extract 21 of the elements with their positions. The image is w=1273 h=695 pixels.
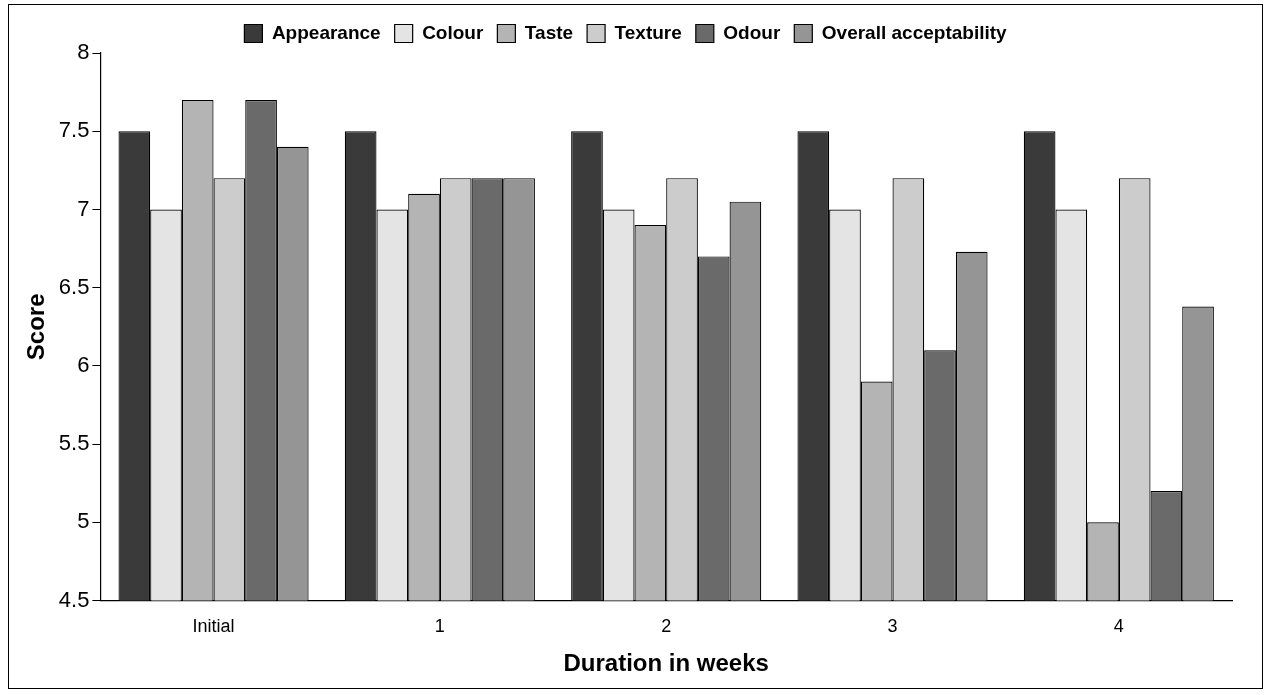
y-tick-label: 6.5	[58, 273, 90, 299]
x-tick-label: 3	[887, 616, 898, 637]
y-tick-label: 5	[77, 508, 90, 534]
legend-label: Appearance	[271, 21, 381, 43]
x-tick-label: Initial	[192, 616, 235, 637]
legend-label: Taste	[524, 21, 574, 43]
y-tick-label: 7.5	[58, 117, 90, 143]
y-tick-label: 6	[77, 351, 90, 377]
y-tick-label: 5.5	[58, 430, 90, 456]
y-axis-title: Score	[22, 293, 50, 361]
x-tick-label: 2	[661, 616, 672, 637]
legend-label: Odour	[723, 21, 781, 43]
x-tick-label: 4	[1113, 616, 1124, 637]
legend-label: Overall acceptability	[821, 21, 1008, 43]
legend-label: Colour	[422, 21, 484, 43]
y-tick-label: 7	[77, 195, 90, 221]
x-tick-label: 1	[434, 616, 445, 637]
x-axis-title: Duration in weeks	[563, 649, 769, 677]
y-tick-label: 8	[77, 39, 90, 65]
y-tick-label: 4.5	[58, 586, 90, 612]
legend-label: Texture	[614, 21, 682, 43]
